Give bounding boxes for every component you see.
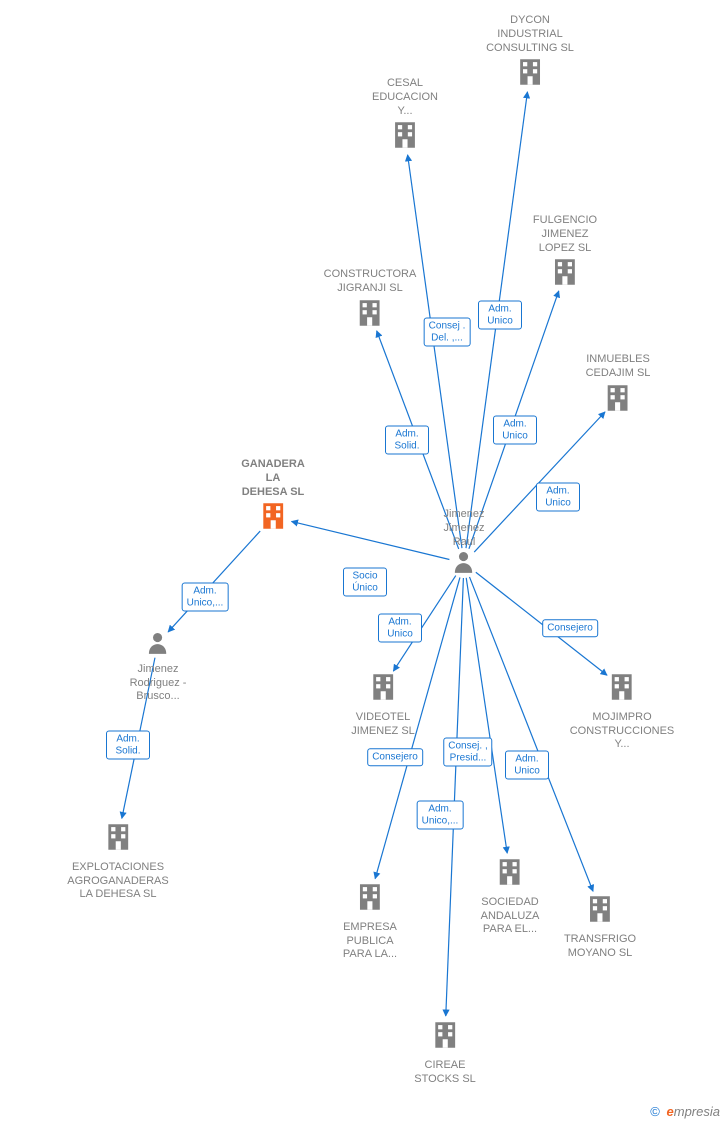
node-ganadera[interactable]: GANADERALADEHESA SL: [241, 458, 305, 540]
edge-label: Adm.Unico,...: [182, 583, 229, 612]
node-label: FULGENCIOJIMENEZLOPEZ SL: [533, 214, 597, 255]
node-label: JimenezJimenezRaul: [444, 508, 485, 549]
brand-rest: mpresia: [674, 1104, 720, 1119]
node-label: CIREAESTOCKS SL: [414, 1059, 476, 1087]
node-fulgencio[interactable]: FULGENCIOJIMENEZLOPEZ SL: [533, 214, 597, 296]
edge-label: Adm.Unico: [493, 416, 537, 445]
edge-jimenez_raul-sociedad: [466, 578, 507, 853]
node-cireae[interactable]: CIREAESTOCKS SL: [414, 1018, 476, 1086]
copyright-symbol: ©: [650, 1104, 660, 1119]
edge-label: Consejero: [542, 619, 598, 637]
node-label: EMPRESAPUBLICAPARA LA...: [343, 921, 397, 962]
node-constructora[interactable]: CONSTRUCTORAJIGRANJI SL: [324, 268, 417, 336]
edge-label: Consej. ,Presid...: [443, 738, 492, 767]
edge-label: Adm.Solid.: [385, 426, 429, 455]
edge-ganadera-jimenez_rodriguez: [168, 531, 260, 632]
node-explotaciones[interactable]: EXPLOTACIONESAGROGANADERASLA DEHESA SL: [67, 820, 168, 902]
node-label: DYCONINDUSTRIALCONSULTING SL: [486, 14, 574, 55]
edge-label: Adm.Unico: [536, 483, 580, 512]
edge-label: Consejero: [367, 748, 423, 766]
node-transfrigo[interactable]: TRANSFRIGOMOYANO SL: [564, 892, 636, 960]
node-label: GANADERALADEHESA SL: [241, 458, 305, 499]
edge-label: Adm.Unico: [505, 751, 549, 780]
node-jimenez_rodriguez[interactable]: JimenezRodriguez -Brusco...: [130, 630, 187, 704]
node-label: INMUEBLESCEDAJIM SL: [586, 353, 651, 381]
node-label: TRANSFRIGOMOYANO SL: [564, 933, 636, 961]
edge-label: SocioÚnico: [343, 568, 387, 597]
node-sociedad[interactable]: SOCIEDADANDALUZAPARA EL...: [481, 855, 540, 937]
node-label: SOCIEDADANDALUZAPARA EL...: [481, 896, 540, 937]
node-label: EXPLOTACIONESAGROGANADERASLA DEHESA SL: [67, 861, 168, 902]
node-dycon[interactable]: DYCONINDUSTRIALCONSULTING SL: [486, 14, 574, 96]
node-label: JimenezRodriguez -Brusco...: [130, 663, 187, 704]
edge-label: Adm.Unico,...: [417, 801, 464, 830]
footer: © empresia: [650, 1104, 720, 1119]
node-jimenez_raul[interactable]: JimenezJimenezRaul: [444, 508, 485, 582]
node-cesal[interactable]: CESALEDUCACIONY...: [372, 77, 438, 159]
edge-label: Adm.Unico: [478, 301, 522, 330]
edge-jimenez_raul-ganadera: [291, 521, 449, 559]
node-empresa[interactable]: EMPRESAPUBLICAPARA LA...: [343, 880, 397, 962]
edge-label: Consej .Del. ,...: [424, 318, 471, 347]
node-inmuebles[interactable]: INMUEBLESCEDAJIM SL: [586, 353, 651, 421]
node-label: VIDEOTELJIMENEZ SL: [351, 711, 415, 739]
edge-label: Adm.Unico: [378, 614, 422, 643]
node-mojimpro[interactable]: MOJIMPROCONSTRUCCIONESY...: [570, 670, 675, 752]
node-videotel[interactable]: VIDEOTELJIMENEZ SL: [351, 670, 415, 738]
node-label: CESALEDUCACIONY...: [372, 77, 438, 118]
edge-jimenez_raul-cireae: [446, 578, 464, 1016]
brand-e: e: [667, 1104, 674, 1119]
edge-jimenez_raul-cesal: [408, 155, 462, 548]
node-label: MOJIMPROCONSTRUCCIONESY...: [570, 711, 675, 752]
node-label: CONSTRUCTORAJIGRANJI SL: [324, 268, 417, 296]
edge-label: Adm.Solid.: [106, 731, 150, 760]
